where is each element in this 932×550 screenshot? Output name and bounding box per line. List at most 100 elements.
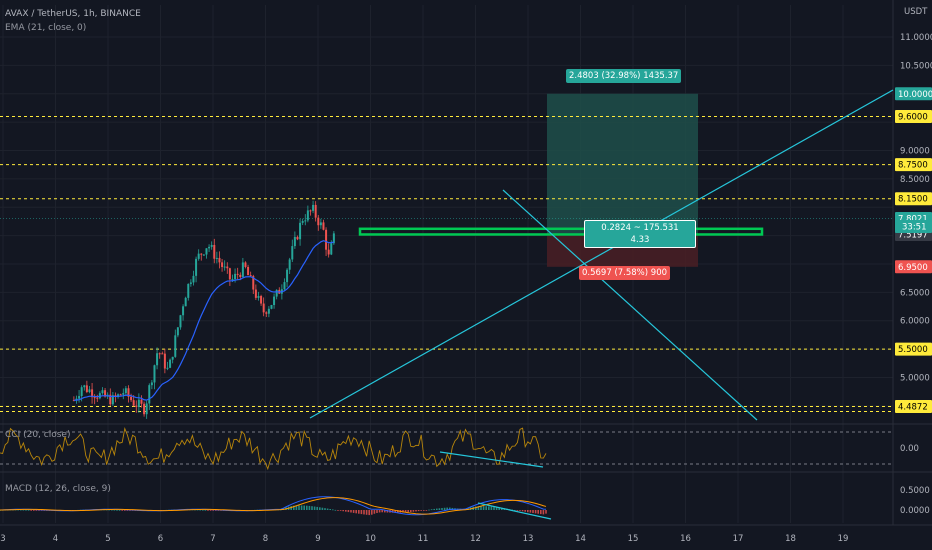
price-tick-label: 6.5000 [900,288,930,298]
macd-histogram-bar [376,510,378,514]
candle-body [72,400,75,402]
macd-histogram-bar [425,510,428,511]
position-pnl-text: 0.2824 ~ 175.531 [601,223,679,233]
macd-histogram-bar [498,507,500,510]
macd-histogram-bar [352,510,355,513]
cci-divergence-line [439,451,544,468]
macd-divergence-line [477,502,552,520]
macd-histogram-bar [321,507,324,510]
x-tick-label: 8 [263,534,268,544]
x-tick-label: 12 [470,534,481,544]
macd-histogram-bar [495,507,498,510]
candle-body [80,387,83,397]
candle-body [127,388,130,397]
falling-trendline [502,189,758,421]
macd-histogram-bar [397,510,399,513]
candle-body [234,273,237,280]
price-tick-label: 9.0000 [900,146,930,156]
price-label-bg [895,400,932,414]
candle-body [184,297,187,307]
candle-body [218,257,221,263]
candle-body [267,308,270,314]
macd-histogram-bar [438,508,441,510]
candle-body [192,275,195,283]
currency-label: USDT [904,7,928,17]
macd-histogram-bar [129,510,131,511]
candle-body [327,249,330,255]
macd-histogram-bar [311,506,313,510]
ema-legend[interactable]: EMA (21, close, 0) [5,23,87,33]
risk-reward-ratio: 4.33 [630,235,650,245]
macd-histogram-bar [27,509,30,511]
candle-body [296,236,299,240]
macd-histogram-bar [446,507,448,510]
candle-body [148,385,151,404]
macd-line [0,496,547,516]
macd-histogram-bar [365,510,368,515]
macd-histogram-bar [417,510,420,512]
candle-body [208,246,211,249]
candle-body [247,266,250,276]
price-tick-label: 8.5000 [900,175,930,185]
candle-body [140,399,143,404]
candle-body [299,222,302,240]
candle-body [286,269,289,283]
macd-histogram-bar [360,510,363,515]
candle-body [332,233,335,244]
macd-histogram-bar [295,505,298,510]
macd-histogram-bar [524,510,526,512]
macd-histogram-bar [480,506,482,510]
candle-body [228,268,231,280]
macd-legend[interactable]: MACD (12, 26, close, 9) [5,484,111,494]
candle-body [260,296,263,304]
macd-histogram-bar [534,510,537,514]
x-tick-label: 16 [680,534,691,544]
candle-body [215,257,218,259]
target-label[interactable]: 2.4803 (32.98%) 1435.37 [566,69,682,83]
macd-histogram-bar [35,510,38,511]
x-tick-label: 14 [575,534,586,544]
position-mid-label[interactable]: 0.2824 ~ 175.531 4.33 [584,220,696,248]
price-label-bg [895,192,932,206]
price-label: 8.7500 [898,161,928,171]
symbol-title[interactable]: AVAX / TetherUS, 1h, BINANCE [5,9,141,19]
candle-body [166,367,169,369]
candle-body [145,403,148,415]
candle-body [226,266,229,269]
macd-histogram-bar [443,507,446,510]
candle-body [153,365,156,383]
macd-histogram-bar [394,510,396,513]
cci-legend[interactable]: CCI (20, close) [5,430,71,440]
candle-body [309,210,312,212]
macd-histogram-bar [384,510,386,513]
price-label-bg [895,342,932,356]
macd-histogram-bar [378,510,381,513]
candle-body [176,327,179,336]
macd-histogram-bar [404,510,407,513]
macd-histogram-bar [30,510,32,511]
candle-body [322,222,325,230]
support-zone [358,227,764,236]
candle-body [291,246,294,260]
candle-body [200,253,203,255]
candle-body [304,220,307,222]
stop-label[interactable]: 0.5697 (7.58%) 900 [579,266,671,280]
macd-histogram-bar [345,510,347,512]
candle-body [236,273,239,275]
x-tick-label: 13 [523,534,534,544]
ema-line [73,240,335,401]
macd-histogram-bar [316,506,318,510]
price-tick-label: 5.0000 [900,373,930,383]
macd-histogram-bar [306,505,308,510]
candle-body [202,254,205,256]
candle-body [213,244,216,259]
macd-histogram-bar [412,510,415,512]
macd-histogram-bar [300,505,303,510]
candle-body [119,394,122,396]
candle-body [85,385,88,393]
macd-histogram-bar [381,510,383,513]
candle-body [122,393,125,395]
macd-histogram-bar [532,510,534,513]
macd-histogram-bar [326,508,329,510]
candle-body [265,312,268,314]
